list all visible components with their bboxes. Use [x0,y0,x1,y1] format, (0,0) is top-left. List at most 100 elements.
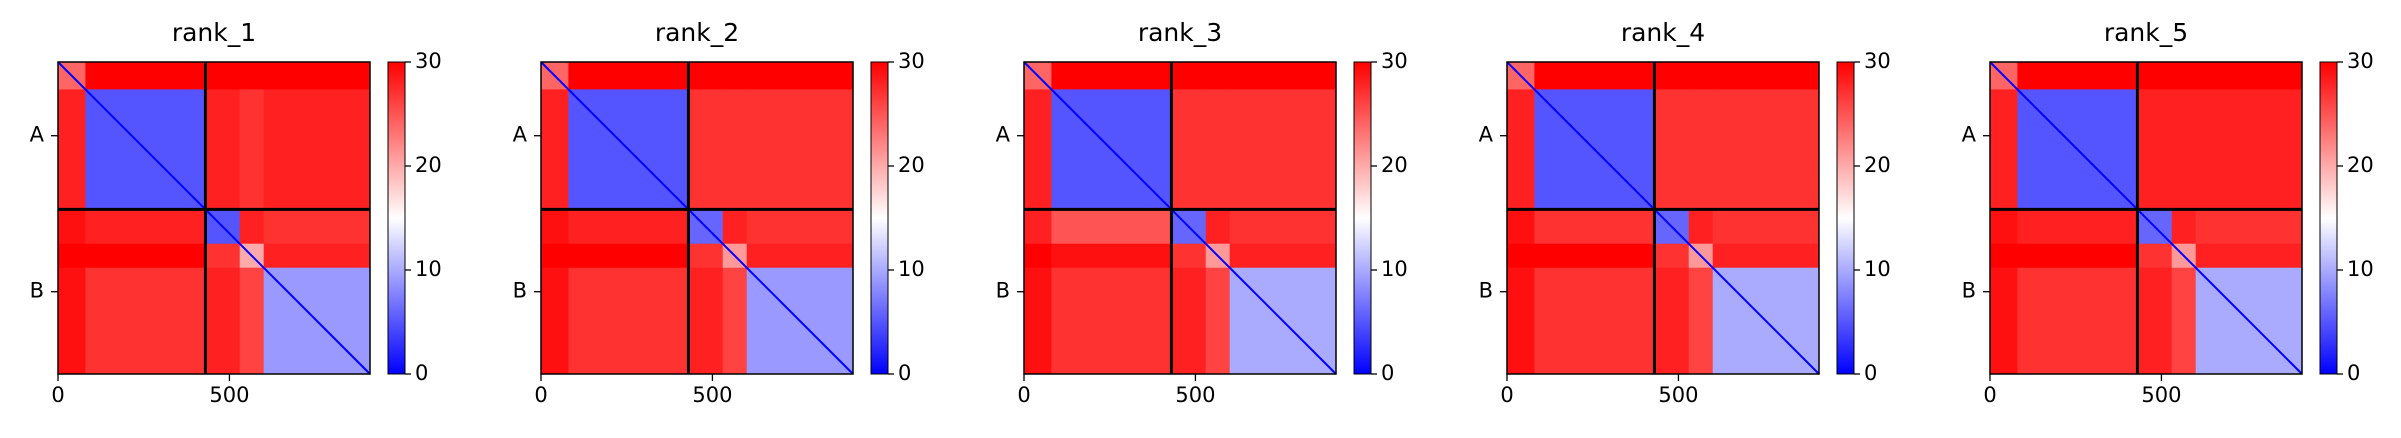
x-tick-label: 500 [692,383,732,407]
heatmap-cell [1712,243,1820,269]
heatmap-cell [205,89,241,210]
heatmap-cell [746,209,854,245]
heatmap-cell [1205,62,1231,90]
colorbar-tick-label: 30 [2347,49,2374,73]
heatmap-cell [688,243,724,269]
diagonal [1506,61,1820,375]
colorbar [1353,61,1372,375]
colorbar-tick-label: 20 [1381,153,1408,177]
plot-frame [540,61,854,375]
colorbar-tick-label: 0 [1381,361,1394,385]
heatmap-cell [1229,209,1337,245]
heatmap-cell [2195,209,2303,245]
x-tick-label: 500 [1658,383,1698,407]
heatmap-cell [2137,243,2173,269]
heatmap-cell [1171,89,1207,210]
panel-title: rank_5 [2104,18,2188,47]
heatmap-cell [263,209,371,245]
heatmap-cell [2195,89,2303,210]
heatmap-cell [263,243,371,269]
heatmap-cell [568,209,689,245]
heatmap-cell [1712,62,1820,90]
heatmap-cell [541,89,569,210]
heatmap-cell [746,89,854,210]
diagonal [57,61,371,375]
heatmap-cell [2171,209,2197,245]
heatmap-cell [1507,209,1535,245]
heatmap-cell [722,89,748,210]
heatmap-cell [2137,89,2173,210]
heatmap-cell [1990,267,2018,375]
colorbar-tick-label: 10 [1864,257,1891,281]
heatmap-cell [2017,243,2138,269]
heatmap-cell [1205,209,1231,245]
heatmap-cell [688,62,724,90]
heatmap-cell [1171,267,1207,375]
colorbar-tick-label: 30 [415,49,442,73]
heatmap-cell [2017,267,2138,375]
heatmap-cell [239,62,265,90]
heatmap-cell [2171,267,2197,375]
heatmap-cell [688,267,724,375]
chain-label: A [513,123,528,147]
heatmap-cell [568,62,689,90]
heatmap-cell [1051,267,1172,375]
panel-title: rank_1 [172,18,256,47]
heatmap-cell [263,62,371,90]
heatmap-cell [722,209,748,245]
heatmap-cell [1688,62,1714,90]
heatmap-cell [58,267,86,375]
heatmap-cell [1024,209,1052,245]
heatmap-cell [1229,89,1337,210]
heatmap-cell [1051,243,1172,269]
heatmap-cell [2137,267,2173,375]
heatmap-cell [85,62,206,90]
heatmap-cell [541,209,569,245]
heatmap-cell [85,209,206,245]
plot-frame [1023,61,1337,375]
heatmap-cell [1024,243,1052,269]
heatmap-cell [1205,89,1231,210]
heatmap-cell [1688,209,1714,245]
chain-label: A [30,123,45,147]
plot-frame [57,61,371,375]
heatmap-cell [1654,243,1690,269]
heatmap-cell [58,89,86,210]
heatmap-cell [1024,267,1052,375]
heatmap-cell [1990,243,2018,269]
heatmap-cell [1534,243,1655,269]
heatmap-cell [1990,89,2018,210]
heatmap-cell [239,267,265,375]
heatmap-cell [1507,89,1535,210]
panel-title: rank_4 [1621,18,1705,47]
colorbar-tick-label: 10 [2347,257,2374,281]
chain-label: B [996,279,1010,303]
heatmap-cell [746,62,854,90]
colorbar-tick-label: 20 [1864,153,1891,177]
heatmap-cell [1654,89,1690,210]
chain-label: A [1962,123,1977,147]
heatmap-cell [1171,243,1207,269]
heatmap-cell [1507,267,1535,375]
colorbar-tick-label: 10 [1381,257,1408,281]
plot-frame [1506,61,1820,375]
chain-label: A [1479,123,1494,147]
colorbar-tick-label: 0 [415,361,428,385]
heatmap-cell [1654,62,1690,90]
diagonal [1989,61,2303,375]
colorbar-tick-label: 30 [1381,49,1408,73]
heatmap-cell [1024,89,1052,210]
heatmap-cell [1534,62,1655,90]
heatmap-cell [688,89,724,210]
heatmap-cell [1507,243,1535,269]
colorbar-tick-label: 0 [2347,361,2360,385]
heatmap-cell [1051,209,1172,245]
heatmap-cell [205,62,241,90]
colorbar-tick-label: 0 [898,361,911,385]
heatmap-cell [205,243,241,269]
colorbar-tick-label: 30 [1864,49,1891,73]
heatmap-cell [2017,209,2138,245]
x-tick-label: 0 [1500,383,1513,407]
heatmap-cell [239,89,265,210]
